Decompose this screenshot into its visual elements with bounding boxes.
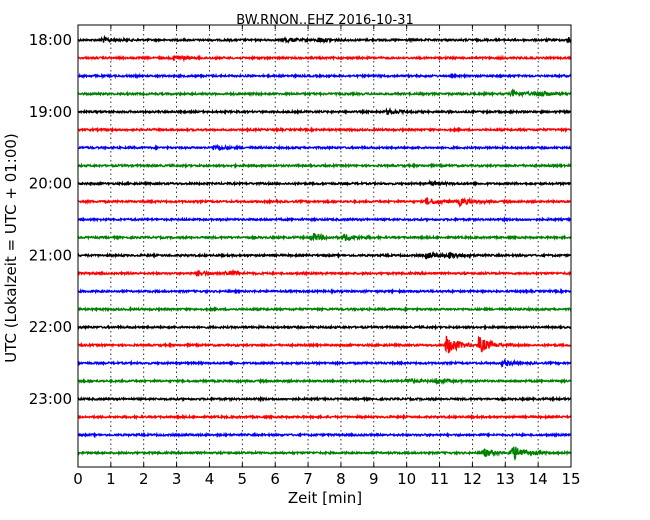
x-tick-label: 8 bbox=[336, 470, 346, 488]
trace-line bbox=[77, 143, 572, 152]
x-tick-label: 6 bbox=[270, 470, 280, 488]
x-tick-label: 3 bbox=[172, 470, 182, 488]
x-tick-label: 5 bbox=[238, 470, 248, 488]
trace-line bbox=[77, 250, 572, 260]
x-tick-label: 1 bbox=[106, 470, 116, 488]
seismic-traces bbox=[77, 34, 572, 462]
x-tick-label: 11 bbox=[430, 470, 449, 488]
trace-line bbox=[77, 196, 572, 208]
trace-line bbox=[77, 268, 572, 278]
chart-title: BW.RNON..EHZ 2016-10-31 bbox=[236, 13, 414, 28]
trace-line bbox=[77, 377, 572, 386]
trace-line bbox=[77, 323, 572, 331]
x-tick-label: 9 bbox=[369, 470, 379, 488]
trace-line bbox=[77, 305, 572, 313]
x-tick-label: 12 bbox=[463, 470, 482, 488]
x-tick-label: 13 bbox=[496, 470, 515, 488]
x-tick-label: 15 bbox=[561, 470, 580, 488]
trace-line bbox=[77, 162, 572, 170]
trace-line bbox=[77, 358, 572, 368]
y-tick-label: 21:00 bbox=[29, 246, 72, 264]
axis-ticks: 0 1 2 3 4 5 6 7 8 9 10 11 12 13 14 1518:0019:0020:0021:… bbox=[29, 25, 581, 488]
trace-line bbox=[77, 179, 572, 188]
x-tick-label: 14 bbox=[529, 470, 548, 488]
trace-line bbox=[77, 287, 572, 295]
trace-line bbox=[77, 413, 572, 421]
y-tick-label: 19:00 bbox=[29, 103, 72, 121]
trace-line bbox=[77, 395, 572, 403]
trace-line bbox=[77, 106, 572, 116]
y-axis-label: UTC (Lokalzeit = UTC + 01:00) bbox=[2, 133, 20, 363]
y-tick-label: 20:00 bbox=[29, 175, 72, 193]
trace-line bbox=[77, 34, 572, 45]
trace-line bbox=[77, 431, 572, 439]
plot-frame bbox=[77, 24, 572, 468]
x-tick-label: 10 bbox=[397, 470, 416, 488]
x-tick-label: 0 bbox=[73, 470, 83, 488]
trace-line bbox=[77, 54, 572, 63]
y-tick-label: 18:00 bbox=[29, 31, 72, 49]
x-tick-label: 7 bbox=[303, 470, 313, 488]
y-tick-label: 23:00 bbox=[29, 390, 72, 408]
trace-line bbox=[77, 335, 572, 354]
trace-line bbox=[77, 446, 572, 462]
trace-line bbox=[77, 215, 572, 224]
x-tick-label: 4 bbox=[205, 470, 215, 488]
grid-lines bbox=[110, 25, 539, 467]
trace-line bbox=[77, 88, 572, 98]
x-axis-label: Zeit [min] bbox=[288, 489, 362, 507]
trace-line bbox=[77, 126, 572, 134]
x-tick-label: 2 bbox=[139, 470, 149, 488]
y-tick-label: 22:00 bbox=[29, 318, 72, 336]
trace-line bbox=[77, 72, 572, 80]
trace-line bbox=[77, 232, 572, 242]
